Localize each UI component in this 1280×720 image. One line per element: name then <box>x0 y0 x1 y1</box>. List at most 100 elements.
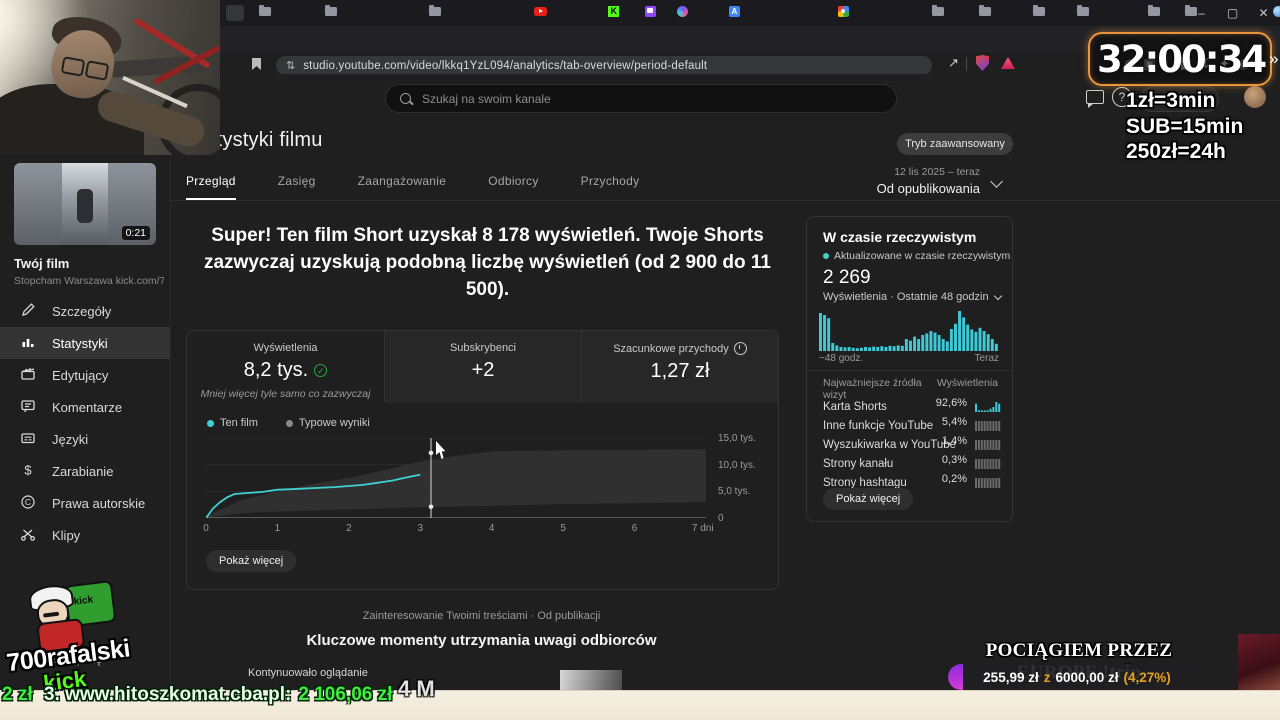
adblock-extension-icon[interactable] <box>1001 57 1015 69</box>
minimize-button[interactable]: – <box>1198 6 1205 20</box>
source-row-strony-hashtagu[interactable]: Strony hashtagu 0,2% <box>823 473 1001 492</box>
source-name: Inne funkcje YouTube <box>823 420 934 432</box>
goal-progress-bar: 255,99 zł z 6000,00 zł (4,27%) <box>948 664 1206 690</box>
copyright-icon: C <box>0 494 52 513</box>
sidebar-item-label: Komentarze <box>52 399 123 415</box>
sidebar-item-szczeg-y[interactable]: Szczegóły <box>0 295 170 327</box>
source-row-karta-shorts[interactable]: Karta Shorts 92,6% <box>823 397 1001 416</box>
dollar-icon: $ <box>0 462 52 481</box>
metric-revenue-tab[interactable]: Szacunkowe przychody 1,27 zł <box>581 331 778 403</box>
period-selector[interactable]: 12 lis 2025 – teraz Od opublikowania <box>830 166 980 196</box>
tab-odbiorcy[interactable]: Odbiorcy <box>488 174 539 188</box>
stats-icon <box>676 5 688 17</box>
goal-progress-fill <box>948 664 963 690</box>
key-moment-thumbnail[interactable] <box>560 670 622 690</box>
windows-taskbar: ⇄ 13:23 15.11.2025 <box>0 690 1280 720</box>
metric-subscribers-label: Subskrybenci <box>449 342 517 354</box>
source-name: Karta Shorts <box>823 401 887 413</box>
show-more-button[interactable]: Pokaż więcej <box>206 550 297 572</box>
metric-subscribers-tab[interactable]: Subskrybenci +2 <box>384 331 581 403</box>
sidebar-item-j-zyki[interactable]: Języki <box>0 423 170 455</box>
chevron-down-icon[interactable] <box>990 175 1003 188</box>
donation-rates: 1zł=3min SUB=15min 250zł=24h <box>1126 88 1243 165</box>
feedback-icon[interactable] <box>1086 90 1104 108</box>
tab-zaanga-owanie[interactable]: Zaangażowanie <box>357 174 447 188</box>
close-button[interactable]: ✕ <box>1258 6 1269 20</box>
period-mode: Od opublikowania <box>876 181 980 196</box>
source-name: Wyszukiwarka w YouTube <box>823 439 957 451</box>
source-sparkline <box>975 456 1001 474</box>
folder-icon <box>258 5 271 16</box>
studio-search-input[interactable] <box>420 90 864 107</box>
url-text: studio.youtube.com/video/lkkq1YzL094/ana… <box>303 59 708 72</box>
analytics-tabs: Przegląd Zasięg Zaangażowanie Odbiorcy Przyc… <box>186 174 639 201</box>
metric-views-tab[interactable]: Wyświetlenia 8,2 tys. ✓ Mniej więcej tyl… <box>187 331 384 403</box>
youtube-icon <box>533 6 547 17</box>
typical-range-band <box>206 449 706 518</box>
video-title: Twój film <box>14 256 70 271</box>
radar-icon <box>1273 5 1280 17</box>
maximize-button[interactable]: ▢ <box>1226 6 1239 20</box>
sidebar-item-zarabianie[interactable]: $ Zarabianie <box>0 455 170 487</box>
advanced-mode-button[interactable]: Tryb zaawansowany <box>897 133 1013 155</box>
sidebar-item-klipy[interactable]: Klipy <box>0 519 170 551</box>
share-icon[interactable]: ↗ <box>948 55 959 70</box>
help-icon[interactable]: ? <box>1112 87 1132 107</box>
video-subtitle: Stopcham Warszawa kick.com/700r... <box>14 275 164 287</box>
create-button[interactable]: ⊞ Utwórz <box>1140 86 1220 112</box>
sidebar-item-prawa-autorskie[interactable]: C Prawa autorskie <box>0 487 170 519</box>
sidebar-item-komentarze[interactable]: Komentarze <box>0 391 170 423</box>
webcam-overlay <box>0 0 220 155</box>
source-row-inne-funkcje-youtube[interactable]: Inne funkcje YouTube 5,4% <box>823 416 1001 435</box>
twitch-icon <box>644 5 656 17</box>
stream-timer: 32:00:34 » <box>1088 32 1279 86</box>
video-thumbnail[interactable]: 0:21 <box>14 163 156 245</box>
bookmark-radar-opad[interactable]: Radar opad <box>1273 5 1280 17</box>
tab-zasi-g[interactable]: Zasięg <box>277 174 316 188</box>
realtime-bar-chart <box>819 311 998 351</box>
stats-icon <box>0 334 52 353</box>
analytics-card: Wyświetlenia 8,2 tys. ✓ Mniej więcej tyl… <box>186 330 779 590</box>
source-row-wyszukiwarka-w-youtube[interactable]: Wyszukiwarka w YouTube 1,4% <box>823 435 1001 454</box>
source-sparkline <box>975 418 1001 436</box>
metric-views-label: Wyświetlenia <box>253 342 318 354</box>
y-tick: 10,0 tys. <box>718 459 756 471</box>
source-sparkline <box>975 475 1001 493</box>
bookmark-flag-icon[interactable] <box>252 58 261 70</box>
rate-line: SUB=15min <box>1126 114 1244 138</box>
y-tick: 5,0 tys. <box>718 486 751 498</box>
x-tick: 3 <box>417 523 424 534</box>
maps-icon <box>837 5 849 17</box>
comment-icon <box>0 398 52 417</box>
views-line-chart[interactable] <box>206 438 706 518</box>
source-row-strony-kana-u[interactable]: Strony kanału 0,3% <box>823 454 1001 473</box>
live-dot-icon <box>823 253 829 259</box>
create-video-icon: ⊞ <box>1153 92 1164 106</box>
folder-icon <box>932 5 945 16</box>
rate-line: 250zł=24h <box>1126 140 1226 163</box>
metric-tabs: Wyświetlenia 8,2 tys. ✓ Mniej więcej tyl… <box>187 331 778 403</box>
address-bar[interactable]: ⇅ studio.youtube.com/video/lkkq1YzL094/a… <box>276 56 932 75</box>
tab-przegl-d[interactable]: Przegląd <box>186 174 236 201</box>
send-feedback-button[interactable]: Prześlij opinię <box>28 652 103 666</box>
avatar[interactable] <box>1244 86 1266 108</box>
legend-dot <box>207 419 214 427</box>
youtube-studio-page: ? ⊞ Utwórz 0:21 Twój film Stopcham Warsz… <box>0 74 1280 690</box>
sidebar-item-edytuj-cy[interactable]: Edytujący <box>0 359 170 391</box>
glasses-icon <box>84 60 110 81</box>
kick-channel-logo: 700rafalski kick <box>0 573 166 699</box>
period-range: 12 lis 2025 – teraz <box>894 166 980 178</box>
site-controls-icon[interactable]: ⇅ <box>286 60 296 72</box>
realtime-title: W czasie rzeczywistym <box>823 229 977 245</box>
realtime-caption[interactable]: Wyświetlenia · Ostatnie 48 godzin <box>823 291 1002 303</box>
source-value: 0,3% <box>941 454 967 466</box>
mouse-cursor <box>436 441 446 459</box>
tab-przychody[interactable]: Przychody <box>580 174 640 188</box>
browser-tab[interactable] <box>226 5 244 21</box>
glasses-icon <box>60 56 86 77</box>
shield-extension-icon[interactable] <box>976 55 989 71</box>
realtime-show-more-button[interactable]: Pokaż więcej <box>823 488 914 510</box>
studio-search-bar[interactable] <box>385 84 897 113</box>
sidebar-item-statystyki[interactable]: Statystyki <box>0 327 170 359</box>
